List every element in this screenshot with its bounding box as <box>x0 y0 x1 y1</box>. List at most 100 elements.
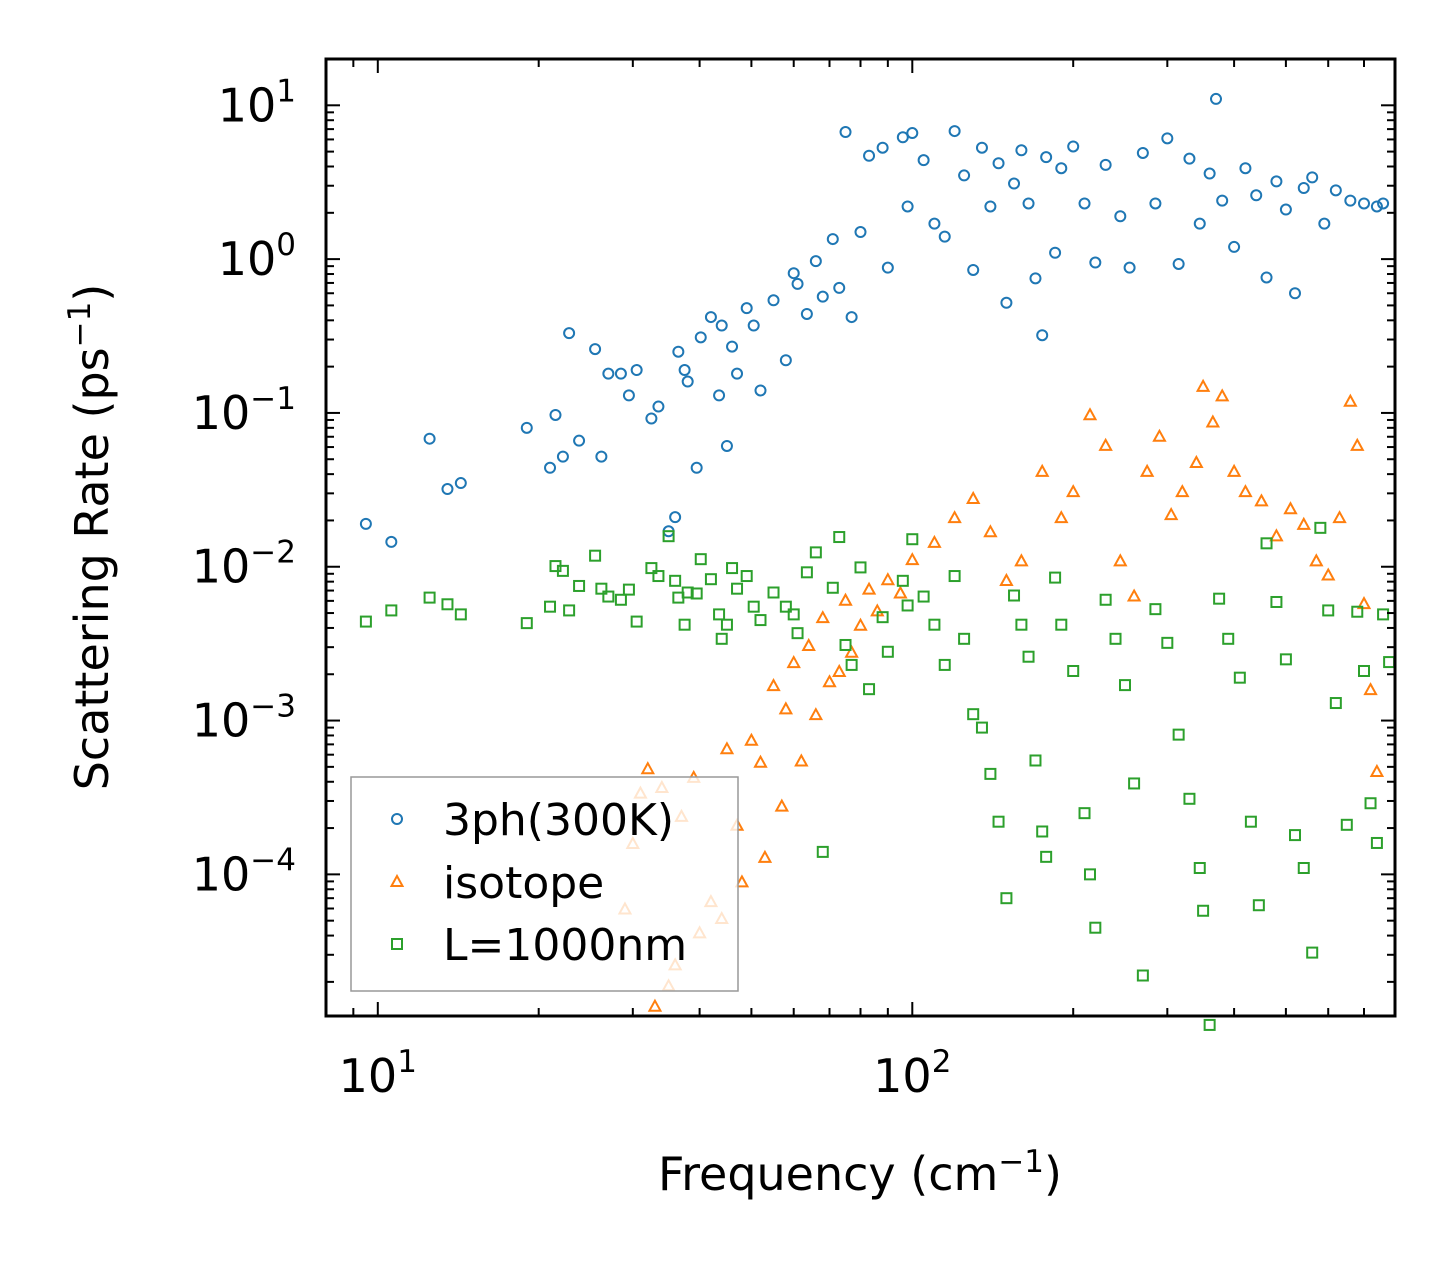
data-point <box>652 400 665 413</box>
data-point <box>704 573 717 586</box>
legend-marker-boundary <box>391 938 403 950</box>
data-point <box>1377 197 1390 210</box>
data-point <box>917 154 930 167</box>
data-point <box>713 389 726 402</box>
data-point <box>816 290 829 303</box>
data-point <box>678 364 691 377</box>
data-point <box>556 564 569 577</box>
data-point <box>845 311 858 324</box>
data-point <box>983 524 998 538</box>
data-point <box>1029 272 1042 285</box>
data-point <box>1035 463 1050 477</box>
data-point <box>1289 829 1302 842</box>
data-point <box>1383 656 1396 669</box>
data-point <box>681 586 694 599</box>
data-point <box>896 574 909 587</box>
data-point <box>681 375 694 388</box>
data-point <box>1216 194 1229 207</box>
data-point <box>645 562 658 575</box>
data-point <box>1250 189 1263 202</box>
data-point <box>602 367 615 380</box>
data-point <box>614 593 627 606</box>
data-point <box>809 546 822 559</box>
data-point <box>1269 528 1284 542</box>
data-point <box>423 432 436 445</box>
data-point <box>1022 197 1035 210</box>
data-point <box>731 582 744 595</box>
data-point <box>975 721 988 734</box>
data-point <box>1260 537 1273 550</box>
data-point <box>1270 175 1283 188</box>
y-axis-title: Scattering Rate (ps−1) <box>62 284 119 791</box>
data-point <box>1215 388 1230 402</box>
data-point <box>1139 463 1155 477</box>
data-point <box>1172 728 1185 741</box>
legend-marker-isotope <box>389 873 405 887</box>
data-point <box>906 533 919 546</box>
data-point <box>880 572 896 586</box>
data-point <box>1254 493 1269 507</box>
data-point <box>1036 825 1049 838</box>
data-point <box>690 461 703 474</box>
data-point <box>630 364 643 377</box>
data-point <box>1213 592 1226 605</box>
data-point <box>839 126 852 139</box>
plot-marks <box>359 92 1396 1031</box>
y-tick-label: 10−2 <box>192 535 296 594</box>
data-point <box>549 408 562 421</box>
data-point <box>573 434 586 447</box>
data-point <box>787 267 800 280</box>
data-point <box>595 582 608 595</box>
data-point <box>747 319 760 332</box>
data-point <box>544 600 557 613</box>
data-point <box>815 610 830 624</box>
data-point <box>816 845 829 858</box>
data-point <box>881 261 894 274</box>
data-point <box>1364 797 1377 810</box>
data-point <box>767 586 780 599</box>
data-point <box>454 608 467 621</box>
data-point <box>845 658 858 671</box>
series-0 <box>359 92 1390 548</box>
data-point <box>1113 553 1128 567</box>
data-point <box>905 552 920 566</box>
data-point <box>1000 296 1013 309</box>
data-point <box>726 340 739 353</box>
data-point <box>713 608 726 621</box>
data-point <box>1015 618 1028 631</box>
data-point <box>1314 521 1327 534</box>
data-point <box>1322 604 1335 617</box>
data-point <box>1329 184 1342 197</box>
x-tick-label: 101 <box>339 1044 417 1103</box>
data-point <box>614 367 627 380</box>
data-point <box>1082 407 1098 421</box>
data-point <box>662 530 675 543</box>
data-point <box>787 608 800 621</box>
data-point <box>927 534 942 548</box>
data-point <box>1306 946 1319 959</box>
data-point <box>984 200 997 213</box>
data-point <box>589 343 602 356</box>
data-point <box>441 598 454 611</box>
data-point <box>906 127 919 140</box>
data-point <box>1329 697 1342 710</box>
data-point <box>999 572 1014 586</box>
data-point <box>757 849 773 863</box>
data-point <box>1289 287 1302 300</box>
data-point <box>740 570 753 583</box>
data-point <box>1343 393 1358 407</box>
data-point <box>1244 815 1257 828</box>
data-point <box>720 439 733 452</box>
data-point <box>720 618 733 631</box>
data-point <box>652 570 665 583</box>
data-point <box>715 632 728 645</box>
data-point <box>753 754 768 768</box>
data-point <box>669 574 682 587</box>
data-point <box>896 131 909 144</box>
data-point <box>1055 618 1068 631</box>
data-point <box>744 732 759 746</box>
data-point <box>640 761 655 775</box>
data-point <box>1040 850 1053 863</box>
data-point <box>1260 271 1273 284</box>
data-point <box>984 767 997 780</box>
